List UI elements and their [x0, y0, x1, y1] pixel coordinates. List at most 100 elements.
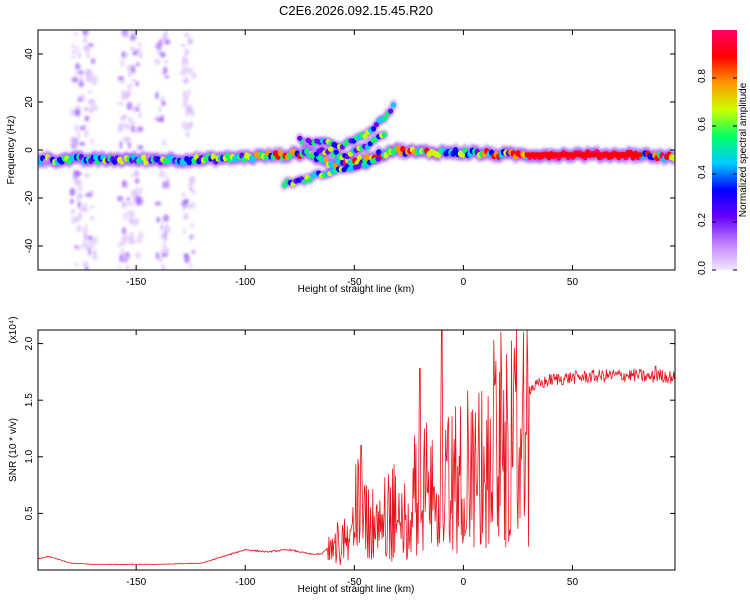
spectrogram-x-axis: -150 -100 -50 0 50	[126, 30, 578, 288]
noise-stripe-1-mark-51	[83, 232, 88, 242]
noise-stripe-0-mark-7	[74, 71, 79, 76]
noise-stripe-2-mark-59	[123, 32, 129, 38]
noise-stripe-4-mark-44	[161, 32, 168, 40]
noise-stripe-4-mark-28	[163, 66, 168, 74]
noise-stripe-5-mark-50	[182, 203, 186, 212]
noise-stripe-2-mark-8	[127, 70, 132, 78]
noise-stripe-1-mark-37	[92, 236, 99, 244]
noise-stripe-1-mark-23	[91, 253, 98, 261]
noise-stripe-0-mark-15	[69, 198, 74, 205]
noise-stripe-1-mark-45	[82, 35, 88, 44]
noise-stripe-0-mark-38	[74, 46, 80, 50]
noise-stripe-0-mark-49	[74, 175, 79, 184]
noise-stripe-5-mark-43	[182, 99, 188, 108]
noise-stripe-0-mark-39	[73, 31, 78, 37]
noise-stripe-1-mark-46	[87, 90, 93, 94]
noise-stripe-1-mark-32	[90, 138, 94, 145]
noise-stripe-3-mark-31	[129, 121, 133, 129]
noise-stripe-0-mark-17	[74, 62, 81, 71]
noise-stripe-1-mark-18	[82, 261, 89, 267]
noise-stripe-1-mark-44	[90, 243, 96, 249]
noise-stripe-0-mark-48	[72, 169, 80, 179]
snr-x-label: Height of straight line (km)	[298, 584, 415, 595]
trace-1-cell-7	[301, 179, 307, 185]
noise-stripe-3-mark-44	[137, 126, 144, 132]
noise-stripe-1-mark-33	[90, 58, 96, 65]
noise-stripe-4-mark-59	[154, 91, 159, 100]
noise-stripe-1-mark-58	[84, 71, 89, 79]
noise-stripe-4-mark-26	[153, 58, 161, 66]
noise-stripe-3-mark-24	[137, 41, 142, 48]
noise-stripe-5-mark-32	[183, 32, 190, 38]
noise-stripe-4-mark-17	[162, 241, 167, 248]
snr-panel: -150 -100 -50 0 50 0.5 1.0 1.5 2.0 Height of st…	[8, 316, 676, 595]
noise-stripe-1-mark-26	[82, 202, 88, 208]
noise-stripe-3-mark-46	[135, 107, 140, 112]
snr-x-tick-label-3: 0	[461, 577, 467, 588]
noise-stripe-1-mark-39	[84, 69, 89, 73]
noise-stripe-3-mark-36	[129, 46, 134, 51]
trace-1-cell-0	[281, 182, 288, 188]
noise-stripe-2-mark-54	[117, 76, 125, 81]
noise-stripe-2-mark-13	[127, 116, 133, 123]
noise-stripe-4-mark-36	[161, 263, 165, 270]
trace-1-cell-33	[375, 156, 381, 162]
spectrogram-panel: -150 -100 -50 0 50 -40 -20 0 20 40 Height of str…	[6, 29, 676, 295]
noise-stripe-2-mark-40	[121, 201, 126, 208]
spectrogram-x-tick-label-2: -50	[347, 277, 362, 288]
spectrogram-y-tick-label-2: 0	[24, 147, 35, 153]
noise-stripe-2-mark-45	[125, 52, 130, 58]
trace-2-cell-26	[370, 126, 377, 132]
snr-x-tick-label-0: -150	[126, 577, 146, 588]
spectrogram-y-tick-label-1: -20	[24, 190, 35, 205]
noise-stripe-5-mark-55	[183, 253, 190, 258]
noise-stripe-1-mark-30	[85, 244, 91, 252]
spectrogram-y-tick-label-0: -40	[24, 238, 35, 253]
noise-stripe-0-mark-34	[78, 75, 83, 81]
noise-stripe-1-mark-53	[91, 249, 98, 256]
noise-stripe-1-mark-59	[84, 129, 89, 138]
noise-stripe-5-mark-22	[188, 122, 194, 127]
noise-stripe-0-mark-53	[70, 108, 75, 117]
noise-stripe-3-mark-52	[130, 79, 137, 83]
noise-stripe-5-mark-29	[182, 228, 187, 234]
noise-stripe-0-mark-30	[73, 109, 81, 117]
noise-stripe-1-mark-50	[83, 123, 87, 129]
snr-y-tick-label-3: 2.0	[24, 336, 35, 350]
snr-x-axis: -150 -100 -50 0 50	[126, 330, 578, 588]
trace-2-cell-30	[382, 115, 388, 121]
noise-stripe-5-mark-51	[188, 38, 194, 45]
noise-stripe-3-mark-56	[137, 144, 144, 151]
noise-stripe-3-mark-47	[131, 65, 136, 74]
noise-stripe-1-mark-4	[82, 30, 89, 36]
noise-stripe-4-mark-47	[158, 105, 162, 113]
snr-y-scale-label: (x10⁴)	[8, 316, 19, 343]
noise-stripe-0-mark-50	[78, 93, 86, 102]
noise-stripe-1-mark-56	[85, 192, 92, 198]
noise-stripe-4-mark-57	[164, 226, 171, 234]
noise-stripe-5-mark-8	[187, 88, 191, 96]
noise-stripe-3-mark-40	[135, 81, 140, 87]
trace-2-cell-27	[373, 122, 379, 128]
colorbar-tick-label-4: 0.8	[697, 69, 708, 83]
spectrogram-y-axis: -40 -20 0 20 40	[24, 48, 675, 253]
noise-stripe-1-mark-57	[87, 73, 95, 81]
noise-stripe-3-mark-34	[133, 169, 140, 177]
snr-x-tick-label-4: 50	[567, 577, 579, 588]
noise-stripe-3-mark-18	[132, 120, 136, 127]
noise-stripe-4-mark-33	[162, 180, 166, 190]
noise-stripe-5-mark-56	[181, 79, 188, 83]
noise-stripe-0-mark-1	[75, 224, 83, 233]
noise-stripe-1-mark-8	[82, 228, 89, 235]
noise-stripe-2-mark-57	[122, 136, 127, 141]
noise-stripe-3-mark-4	[137, 111, 142, 119]
noise-stripe-3-mark-19	[138, 231, 144, 239]
noise-stripe-3-mark-49	[132, 267, 138, 270]
noise-stripe-4-mark-15	[157, 255, 163, 263]
noise-stripe-2-mark-49	[127, 142, 132, 149]
noise-stripe-4-mark-53	[165, 180, 170, 189]
trace-2-cell-0	[297, 135, 303, 141]
trace-3-cell-0	[308, 152, 314, 159]
noise-stripe-2-mark-0	[120, 59, 125, 68]
